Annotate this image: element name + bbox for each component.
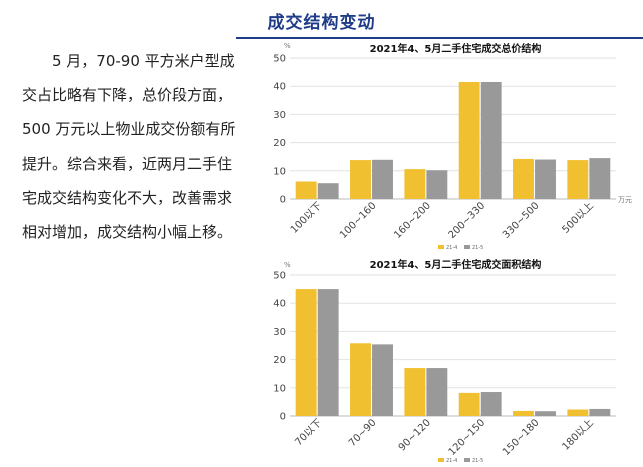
y-tick-label: 50 [273, 54, 286, 65]
y-tick-label: 40 [273, 299, 286, 310]
y-tick-label: 30 [273, 110, 286, 121]
bar [372, 344, 393, 416]
legend-label: 21-5 [472, 458, 483, 464]
floor-area-chart: 2021年4、5月二手住宅成交面积结构 0 10 20 30 40 50% 70以下 70~9… [268, 255, 643, 467]
x-tick-label: 200~330 [447, 200, 488, 241]
legend-label: 21-4 [446, 458, 457, 464]
bar [567, 160, 589, 199]
legend-swatch [438, 245, 444, 249]
x-tick-label: 180以上 [560, 417, 596, 453]
bar [372, 159, 393, 199]
bar [404, 368, 426, 416]
x-tick-label: 90~120 [397, 417, 433, 453]
x-tick-label: 500以上 [560, 200, 596, 236]
bar [513, 410, 534, 416]
x-tick-label: 330~500 [501, 200, 542, 241]
x-tick-label: 70以下 [293, 417, 324, 448]
bar [404, 169, 426, 199]
bar [535, 159, 556, 199]
bar [567, 409, 589, 416]
bar [480, 392, 502, 416]
y-tick-label: 30 [273, 327, 286, 338]
bar [317, 289, 339, 416]
legend-swatch [464, 458, 470, 462]
bar [458, 81, 480, 199]
y-tick-label: 20 [273, 138, 286, 149]
y-tick-label: 0 [280, 195, 286, 206]
x-tick-label: 160~200 [392, 200, 433, 241]
total-price-chart: 2021年4、5月二手住宅成交总价结构 0 10 20 30 40 50% 万元 100以下 1… [268, 40, 643, 265]
x-tick-label: 100~160 [338, 200, 379, 241]
y-tick-label: 40 [273, 82, 286, 93]
bar [295, 181, 317, 199]
legend-swatch [438, 458, 444, 462]
chart-title: 2021年4、5月二手住宅成交总价结构 [369, 44, 542, 55]
x-tick-label: 100以下 [289, 200, 324, 235]
page-title: 成交结构变动 [267, 13, 376, 33]
y-tick-label: 50 [273, 271, 286, 282]
y-tick-label: 20 [273, 355, 286, 366]
bar [426, 368, 448, 416]
y-tick-label: 10 [273, 166, 286, 177]
legend-swatch [464, 245, 470, 249]
bar [295, 289, 317, 416]
chart-title: 2021年4、5月二手住宅成交面积结构 [369, 260, 542, 271]
x-unit-label: 万元 [618, 196, 632, 204]
y-unit-label: % [284, 42, 291, 50]
title-underline [236, 37, 643, 39]
bar [480, 81, 502, 199]
total-price-plot: 0 10 20 30 40 50% 万元 100以下 100~160 160~200 200~330… [273, 42, 632, 251]
bar [535, 411, 556, 416]
bar [426, 170, 448, 199]
y-unit-label: % [284, 261, 291, 269]
bar [350, 160, 371, 199]
floor-area-plot: 0 10 20 30 40 50% 70以下 70~90 90~120 120~150 150~18… [273, 261, 616, 464]
legend-label: 21-5 [472, 245, 483, 251]
summary-paragraph: 5 月，70-90 平方米户型成交占比略有下降，总价段方面，500 万元以上物业… [22, 52, 236, 242]
y-tick-label: 10 [273, 383, 286, 394]
x-tick-label: 150~180 [501, 417, 542, 458]
x-tick-label: 120~150 [447, 417, 488, 458]
bar [350, 343, 371, 416]
bar [589, 158, 611, 199]
y-tick-label: 0 [280, 412, 286, 423]
legend-label: 21-4 [446, 245, 457, 251]
bar [317, 183, 339, 199]
x-tick-label: 70~90 [347, 417, 379, 449]
bar [458, 392, 480, 416]
bar [513, 158, 534, 199]
bar [589, 408, 611, 416]
